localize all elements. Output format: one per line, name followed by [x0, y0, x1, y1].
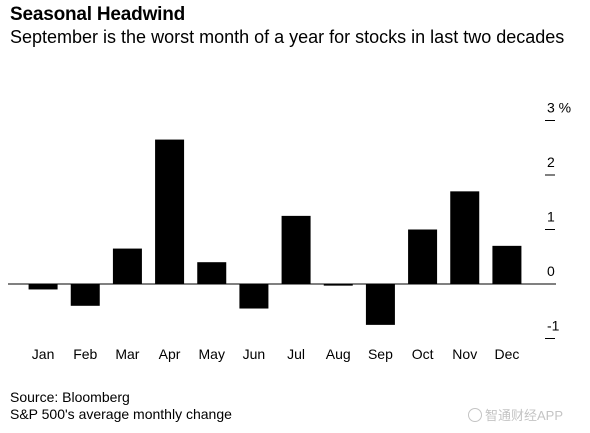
- watermark: 智通财经APP: [468, 405, 563, 424]
- bar-jul: [281, 215, 311, 284]
- bar-jan: [28, 284, 58, 290]
- watermark-logo-icon: [468, 408, 482, 422]
- y-tick-label: 2: [547, 154, 555, 170]
- bar-nov: [450, 191, 480, 284]
- source-note: Source: Bloomberg: [10, 389, 130, 405]
- bar-chart: 3 % 2 1 0 -1 Jan Feb Mar Apr May Jun Jul Aug Sep Oct N…: [8, 100, 571, 362]
- chart-note: S&P 500's average monthly change: [10, 406, 232, 422]
- bar-dec: [492, 245, 522, 284]
- x-tick-label-mar: Mar: [115, 346, 139, 362]
- x-tick-label-jul: Jul: [287, 346, 305, 362]
- y-tick-label: 3 %: [547, 100, 571, 116]
- bars-group: [28, 139, 522, 325]
- y-axis: 3 % 2 1 0 -1: [545, 100, 571, 339]
- bar-may: [197, 262, 227, 284]
- x-tick-label-dec: Dec: [494, 346, 519, 362]
- bar-aug: [323, 284, 353, 286]
- x-tick-label-jun: Jun: [243, 346, 266, 362]
- x-tick-label-aug: Aug: [326, 346, 351, 362]
- bar-oct: [408, 229, 438, 284]
- y-tick-label: 0: [547, 263, 555, 279]
- x-tick-label-nov: Nov: [452, 346, 477, 362]
- bar-jun: [239, 284, 269, 309]
- x-tick-label-may: May: [199, 346, 225, 362]
- y-tick-label: -1: [547, 318, 560, 334]
- bar-mar: [112, 248, 142, 284]
- chart-subtitle: September is the worst month of a year f…: [10, 27, 565, 47]
- chart-title: Seasonal Headwind: [10, 4, 186, 25]
- x-tick-label-apr: Apr: [159, 346, 181, 362]
- x-tick-label-feb: Feb: [73, 346, 97, 362]
- x-axis: Jan Feb Mar Apr May Jun Jul Aug Sep Oct Nov Dec: [32, 346, 520, 362]
- x-tick-label-sep: Sep: [368, 346, 393, 362]
- bar-apr: [155, 139, 185, 284]
- y-tick-label: 1: [547, 209, 555, 225]
- bar-feb: [70, 284, 100, 306]
- bar-sep: [365, 284, 395, 325]
- x-tick-label-oct: Oct: [412, 346, 434, 362]
- x-tick-label-jan: Jan: [32, 346, 55, 362]
- watermark-text: 智通财经APP: [485, 408, 564, 423]
